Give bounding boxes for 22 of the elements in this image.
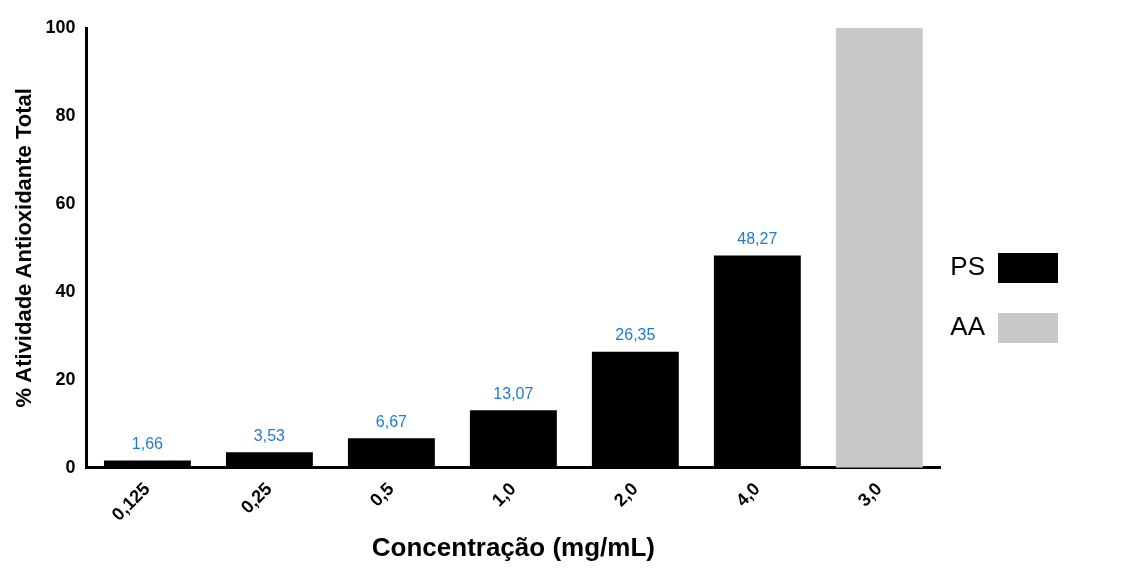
x-tick-label: 3,0	[853, 478, 886, 511]
x-tick-label: 4,0	[731, 478, 764, 511]
y-tick-label: 0	[65, 456, 76, 477]
y-tick-label: 20	[55, 368, 76, 389]
data-label: 6,67	[375, 412, 408, 430]
data-label: 13,07	[493, 384, 534, 402]
y-tick-label: 60	[55, 192, 76, 213]
x-axis-title: Concentração (mg/mL)	[371, 531, 655, 562]
x-tick-label: 1,0	[487, 478, 520, 511]
legend-label: PS	[950, 251, 985, 282]
y-tick-label: 80	[55, 104, 76, 125]
legend-label: AA	[950, 311, 986, 342]
x-tick-label: 0,5	[365, 478, 398, 511]
data-label: 1,66	[131, 434, 164, 452]
data-label: 48,27	[737, 229, 778, 247]
y-tick-label: 100	[45, 16, 76, 37]
data-label: 3,53	[253, 426, 286, 444]
y-tick-label: 40	[55, 280, 76, 301]
bar	[835, 28, 923, 468]
x-tick-label: 2,0	[609, 478, 642, 511]
data-label: 26,35	[615, 326, 656, 344]
y-axis-title: % Atividade Antioxidante Total	[11, 88, 37, 408]
